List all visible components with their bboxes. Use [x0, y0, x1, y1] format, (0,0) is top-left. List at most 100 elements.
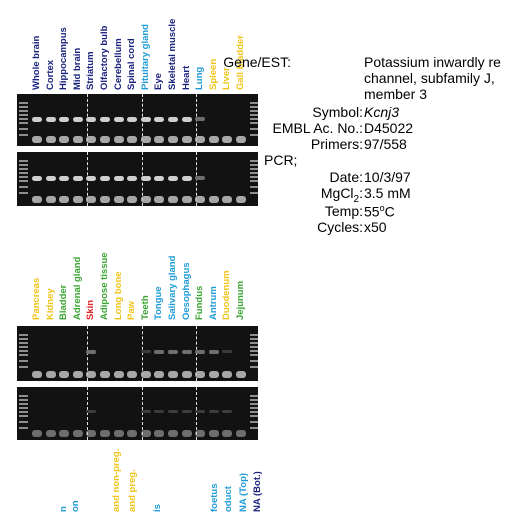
pcr-product-band [154, 176, 165, 181]
ladder-band [250, 186, 258, 188]
ladder-band [250, 134, 258, 136]
temp-label: Temp: [324, 203, 363, 219]
panel2-lane-label: Teeth [139, 295, 151, 320]
primer-dimer-band [72, 196, 83, 203]
ladder-band [19, 354, 28, 356]
ladder-band [19, 122, 28, 124]
mgcl2-value: 3.5 mM [364, 185, 411, 201]
ladder-band [19, 102, 28, 104]
ladder-band [250, 128, 258, 130]
ladder-band [250, 180, 258, 182]
panel2-gel-upper [17, 326, 258, 381]
panel2-gel-lower [17, 387, 258, 440]
gene-name-line-2: channel, subfamily J, [364, 70, 495, 86]
primer-dimer-band [32, 371, 42, 378]
pcr-product-band [32, 176, 42, 181]
primer-dimer-band [154, 196, 165, 203]
ladder-band [19, 160, 28, 162]
primer-dimer-band [45, 371, 56, 378]
ladder-band [19, 118, 28, 120]
pcr-product-band [154, 350, 165, 354]
pcr-product-band [181, 350, 192, 354]
primer-dimer-band [195, 371, 206, 378]
gene-name-line-1: Potassium inwardly re [364, 54, 501, 70]
panel2-lane-label: Tongue [153, 286, 165, 320]
ladder-band [250, 354, 258, 356]
ladder-band [19, 346, 28, 348]
pcr-product-band [100, 176, 110, 181]
primer-dimer-band [208, 371, 219, 378]
pcr-product-band [100, 117, 110, 122]
panel1-lane-label: Pituitary gland [139, 24, 151, 90]
panel2-lane-label: Adipose tissue [99, 252, 110, 320]
panel1-lane-label: Heart [180, 65, 192, 90]
pcr-product-band [72, 176, 83, 181]
mgcl2-subscript: 2 [353, 193, 360, 205]
ladder-band [19, 128, 28, 130]
primer-dimer-band [127, 136, 138, 143]
primers-value: 97/558 [364, 136, 407, 152]
primer-dimer-band [208, 196, 219, 203]
symbol-label: Symbol: [312, 104, 363, 120]
primer-dimer-band [113, 371, 124, 378]
pcr-product-band [86, 410, 97, 413]
symbol-value: Kcnj3 [364, 104, 400, 120]
primer-dimer-band [45, 136, 56, 143]
primer-dimer-band [168, 196, 178, 203]
lane-group-divider [141, 326, 143, 381]
ladder-band [19, 106, 28, 108]
pcr-product-band [154, 117, 165, 122]
ladder-band [250, 106, 258, 108]
ladder-band [19, 110, 28, 112]
panel2-lane-label: Paw [126, 300, 138, 320]
pcr-product-band [208, 410, 219, 413]
ladder-band [19, 114, 28, 116]
panel2-lane-label: Oesophagus [180, 262, 192, 320]
pcr-product-band [140, 350, 151, 353]
ladder-band [19, 334, 28, 336]
primer-dimer-band [59, 136, 70, 143]
ladder-band [250, 350, 258, 352]
ladder-band [19, 172, 28, 174]
gene-info-panel: Gene/EST: Potassium inwardly re channel,… [223, 0, 512, 240]
panel3-lane-label: NA (Top) [238, 472, 249, 512]
primer-dimer-band [140, 430, 151, 437]
primer-dimer-band [168, 136, 178, 143]
ladder-band [250, 168, 258, 170]
ladder-band [250, 403, 258, 405]
primer-dimer-band [195, 196, 206, 203]
embl-label: EMBL Ac. No.: [272, 120, 363, 136]
primers-label: Primers: [310, 136, 363, 152]
pcr-product-band [140, 117, 151, 122]
lane-group-divider [196, 387, 198, 440]
panel2-lane-label: Long bone [112, 271, 124, 320]
ladder-band [19, 399, 28, 401]
mgcl2-label: MgCl2: [321, 185, 363, 205]
ladder-band [250, 415, 258, 417]
ladder-band [250, 122, 258, 124]
date-label: Date: [329, 169, 363, 185]
panel1-lane-label: Whole brain [31, 35, 42, 90]
primer-dimer-band [195, 430, 206, 437]
mgcl2-label-text: MgCl [320, 185, 354, 201]
pcr-product-band [59, 117, 70, 122]
ladder-band [250, 346, 258, 348]
primer-dimer-band [222, 136, 233, 143]
panel2-lane-label: Antrum [207, 286, 219, 320]
panel1-lane-label: Cortex [44, 59, 56, 90]
gene-label: Gene/EST: [223, 54, 291, 70]
pcr-product-band [140, 410, 151, 413]
panel3-lane-label: foetus [209, 483, 220, 512]
primer-dimer-band [168, 371, 178, 378]
panel2-lane-label: Kidney [44, 288, 56, 320]
ladder-band [19, 176, 28, 178]
ladder-band [250, 427, 258, 429]
pcr-label: PCR; [264, 152, 298, 168]
pcr-product-band [222, 350, 233, 353]
primer-dimer-band [100, 136, 110, 143]
primer-dimer-band [140, 371, 151, 378]
primer-dimer-band [86, 196, 97, 203]
primer-dimer-band [86, 136, 97, 143]
primer-dimer-band [181, 371, 192, 378]
lane-group-divider [141, 387, 143, 440]
